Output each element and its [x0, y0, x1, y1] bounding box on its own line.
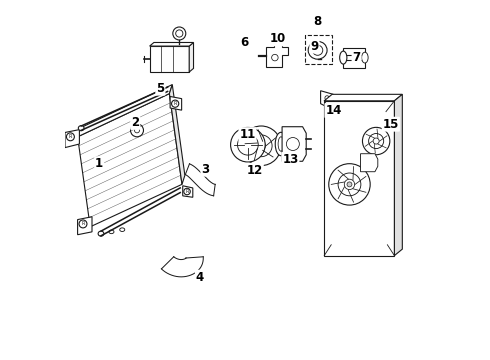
Polygon shape	[343, 48, 365, 55]
Polygon shape	[266, 43, 288, 67]
Circle shape	[172, 100, 179, 107]
Circle shape	[363, 127, 390, 155]
Polygon shape	[394, 94, 402, 256]
Circle shape	[238, 134, 258, 155]
Text: 2: 2	[131, 116, 139, 129]
Polygon shape	[361, 154, 378, 172]
Circle shape	[368, 134, 384, 149]
Polygon shape	[170, 96, 182, 110]
Text: 5: 5	[156, 82, 165, 95]
Polygon shape	[189, 42, 194, 72]
Ellipse shape	[362, 52, 368, 63]
Polygon shape	[185, 164, 215, 196]
Ellipse shape	[313, 45, 323, 55]
Text: 4: 4	[196, 271, 204, 284]
Ellipse shape	[278, 137, 284, 151]
Text: 6: 6	[240, 36, 248, 49]
Text: 10: 10	[270, 32, 286, 45]
Text: 13: 13	[282, 153, 298, 166]
Ellipse shape	[340, 51, 347, 64]
Circle shape	[347, 182, 352, 187]
Circle shape	[231, 127, 265, 162]
Text: 8: 8	[313, 15, 321, 28]
Circle shape	[329, 164, 370, 205]
Text: 14: 14	[325, 104, 342, 117]
Ellipse shape	[275, 132, 287, 156]
Circle shape	[79, 220, 87, 228]
Text: R: R	[173, 101, 177, 106]
Text: 12: 12	[246, 164, 263, 177]
Polygon shape	[183, 186, 193, 197]
Circle shape	[271, 54, 278, 61]
Circle shape	[67, 133, 74, 141]
Text: 1: 1	[95, 157, 103, 170]
Circle shape	[130, 124, 144, 137]
Polygon shape	[320, 91, 333, 107]
Circle shape	[250, 135, 272, 157]
Circle shape	[184, 188, 190, 195]
Ellipse shape	[78, 126, 84, 131]
Polygon shape	[65, 130, 79, 148]
Polygon shape	[77, 85, 172, 137]
Ellipse shape	[98, 231, 104, 236]
Text: R: R	[69, 134, 72, 139]
Polygon shape	[161, 257, 203, 277]
Circle shape	[173, 27, 186, 40]
Text: 7: 7	[352, 51, 361, 64]
Circle shape	[134, 128, 140, 133]
Text: R: R	[81, 221, 85, 226]
Polygon shape	[343, 60, 365, 68]
Text: 3: 3	[201, 163, 209, 176]
Text: 11: 11	[240, 128, 256, 141]
Polygon shape	[149, 46, 189, 72]
Ellipse shape	[308, 41, 327, 59]
Polygon shape	[324, 94, 402, 101]
Text: 9: 9	[310, 40, 318, 53]
Polygon shape	[149, 42, 194, 46]
Polygon shape	[77, 217, 92, 235]
Circle shape	[373, 138, 379, 144]
Ellipse shape	[109, 230, 114, 234]
Text: R: R	[185, 189, 189, 194]
Text: 15: 15	[383, 118, 399, 131]
Polygon shape	[282, 127, 306, 161]
Ellipse shape	[120, 228, 125, 231]
Circle shape	[242, 126, 281, 166]
Polygon shape	[77, 94, 182, 227]
Circle shape	[325, 96, 329, 100]
Circle shape	[344, 179, 355, 190]
Circle shape	[176, 30, 183, 37]
Circle shape	[338, 173, 361, 196]
Circle shape	[257, 141, 266, 150]
Circle shape	[286, 138, 299, 150]
Polygon shape	[324, 101, 394, 256]
Polygon shape	[170, 85, 185, 184]
